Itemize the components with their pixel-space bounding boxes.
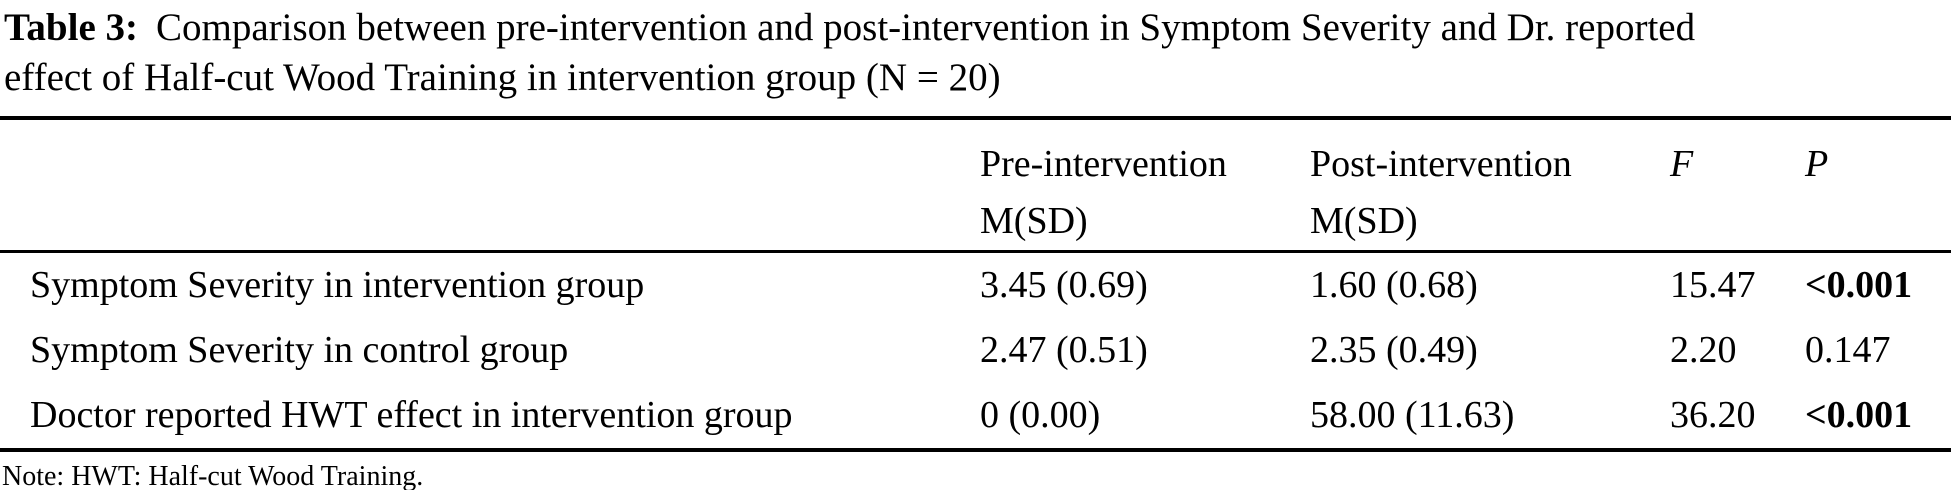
cell-f: 15.47 [1670, 263, 1756, 306]
col-header-p-value: P [1805, 118, 1951, 253]
table-body: Symptom Severity in intervention group 3… [0, 252, 1951, 451]
cell-p: <0.001 [1805, 263, 1913, 306]
col-header-rowlabels [0, 118, 980, 253]
table-caption: Table 3: Comparison between pre-intervent… [0, 0, 1951, 103]
cell-pre: 0 (0.00) [980, 393, 1101, 436]
cell-pre: 3.45 (0.69) [980, 263, 1148, 306]
row-label: Doctor reported HWT effect in interventi… [30, 393, 793, 436]
table-row: Symptom Severity in intervention group 3… [0, 252, 1951, 319]
header-row: Pre-intervention M(SD) Post-intervention… [0, 118, 1951, 253]
cell-f: 36.20 [1670, 393, 1756, 436]
table-header: Pre-intervention M(SD) Post-intervention… [0, 118, 1951, 253]
table-note: Note: HWT: Half-cut Wood Training. [2, 461, 424, 490]
results-table: Pre-intervention M(SD) Post-intervention… [0, 116, 1951, 452]
table-number-label: Table 3: [4, 6, 139, 49]
table-row: Doctor reported HWT effect in interventi… [0, 383, 1951, 450]
row-label: Symptom Severity in control group [30, 328, 569, 371]
col-header-f-statistic: F [1670, 118, 1805, 253]
col-header-post-intervention: Post-intervention M(SD) [1310, 118, 1670, 253]
cell-post: 58.00 (11.63) [1310, 393, 1515, 436]
cell-post: 2.35 (0.49) [1310, 328, 1478, 371]
cell-post: 1.60 (0.68) [1310, 263, 1478, 306]
cell-pre: 2.47 (0.51) [980, 328, 1148, 371]
table-row: Symptom Severity in control group 2.47 (… [0, 318, 1951, 383]
cell-p: 0.147 [1805, 328, 1891, 371]
cell-f: 2.20 [1670, 328, 1737, 371]
cell-p: <0.001 [1805, 393, 1913, 436]
row-label: Symptom Severity in intervention group [30, 263, 645, 306]
table-caption-text: Comparison between pre-intervention and … [4, 6, 1696, 99]
col-header-pre-intervention: Pre-intervention M(SD) [980, 118, 1310, 253]
